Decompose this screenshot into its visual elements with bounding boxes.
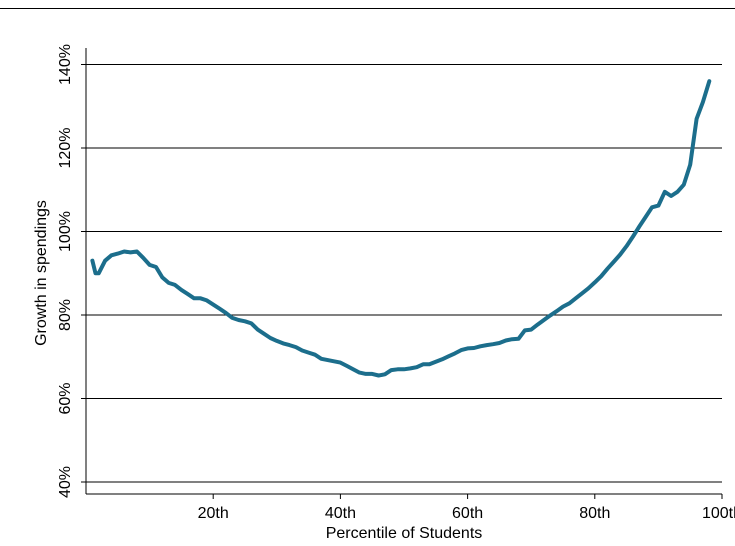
gridlines bbox=[86, 64, 722, 483]
x-tick-label: 80th bbox=[579, 505, 610, 522]
y-tick-label: 140% bbox=[57, 44, 74, 85]
top-border-line bbox=[0, 8, 735, 9]
x-tick-label: 20th bbox=[198, 505, 229, 522]
x-axis-ticks: 20th 40th 60th 80th 100th bbox=[198, 494, 735, 522]
y-tick-label: 60% bbox=[57, 382, 74, 414]
x-tick-label: 60th bbox=[452, 505, 483, 522]
y-tick-label: 120% bbox=[57, 128, 74, 169]
series-line bbox=[90, 79, 712, 378]
x-axis-title: Percentile of Students bbox=[326, 525, 483, 542]
x-tick-label: 40th bbox=[325, 505, 356, 522]
y-tick-label: 80% bbox=[57, 299, 74, 331]
y-axis-title: Growth in spendings bbox=[33, 200, 50, 346]
y-tick-label: 100% bbox=[57, 211, 74, 252]
y-axis-ticks: 40% 60% 80% 100% 120% 140% bbox=[57, 44, 86, 498]
y-tick-label: 40% bbox=[57, 466, 74, 498]
x-tick-label: 100th bbox=[702, 505, 735, 522]
